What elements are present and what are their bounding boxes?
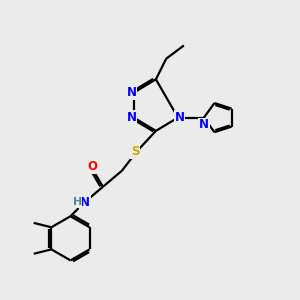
Text: H: H — [73, 197, 82, 207]
Text: N: N — [80, 196, 90, 208]
Text: N: N — [127, 86, 136, 99]
Text: N: N — [174, 111, 184, 124]
Text: N: N — [199, 118, 209, 131]
Text: N: N — [127, 111, 136, 124]
Text: S: S — [131, 145, 140, 158]
Text: O: O — [88, 160, 98, 173]
